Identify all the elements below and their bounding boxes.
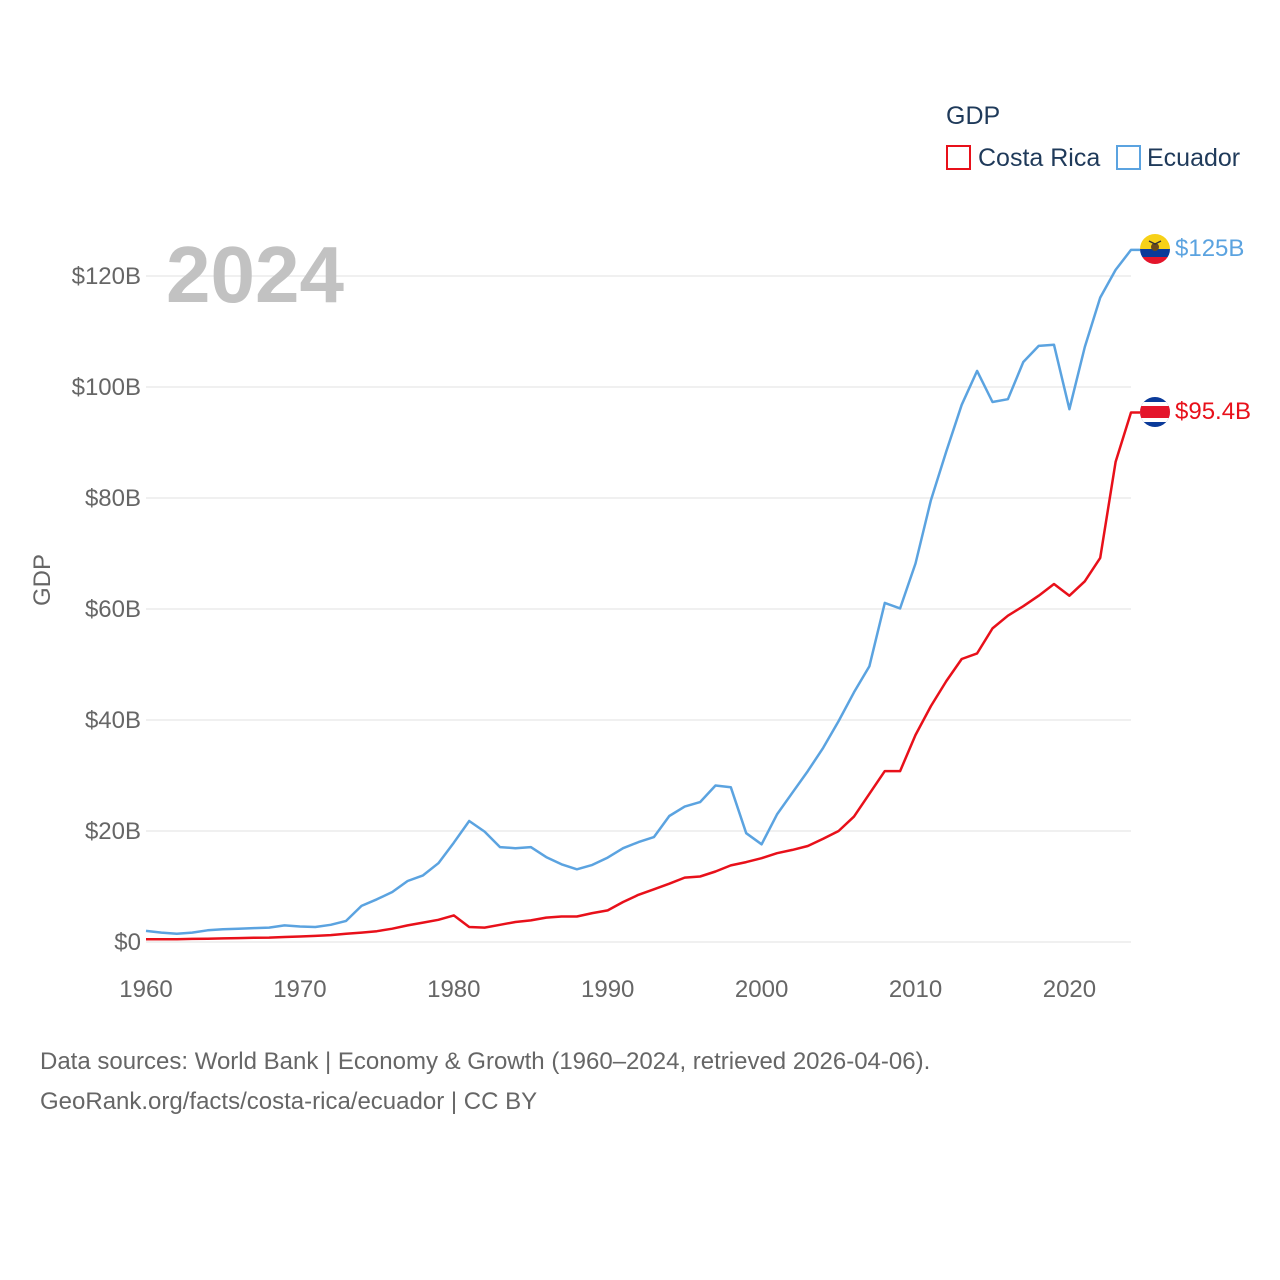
y-axis-ticks: $0 $20B $40B $60B $80B $100B $120B xyxy=(72,263,141,956)
legend-swatch-costa-rica xyxy=(946,145,971,170)
end-label-costa-rica: $95.4B xyxy=(1175,398,1251,425)
x-tick-label: 2000 xyxy=(735,976,788,1003)
y-tick-label: $40B xyxy=(85,707,141,734)
x-tick-label: 1970 xyxy=(273,976,326,1003)
end-label-ecuador: $125B xyxy=(1175,235,1244,262)
y-tick-label: $60B xyxy=(85,596,141,623)
series-lines xyxy=(145,248,1140,941)
costa-rica-flag-icon xyxy=(1140,397,1170,427)
x-axis-ticks: 1960 1970 1980 1990 2000 2010 2020 xyxy=(119,976,1096,1003)
x-tick-label: 1990 xyxy=(581,976,634,1003)
y-tick-label: $0 xyxy=(114,929,141,956)
series-line-costa-rica[interactable] xyxy=(146,411,1140,941)
y-tick-label: $20B xyxy=(85,818,141,845)
source-line-1: Data sources: World Bank | Economy & Gro… xyxy=(40,1048,931,1075)
x-tick-label: 1960 xyxy=(119,976,172,1003)
x-tick-label: 1980 xyxy=(427,976,480,1003)
year-label: 2024 xyxy=(166,230,344,319)
ecuador-flag-icon xyxy=(1140,234,1170,264)
legend-item-costa-rica[interactable]: Costa Rica xyxy=(946,144,1100,172)
legend-item-ecuador[interactable]: Ecuador xyxy=(1116,144,1240,172)
gdp-chart: $0 $20B $40B $60B $80B $100B $120B 1960 1970 198… xyxy=(29,102,1251,1003)
series-line-ecuador[interactable] xyxy=(145,248,1140,935)
source-note: Data sources: World Bank | Economy & Gro… xyxy=(40,1042,930,1122)
y-axis-label: GDP xyxy=(29,554,56,606)
y-tick-label: $100B xyxy=(72,374,141,401)
legend: GDP Costa Rica Ecuador xyxy=(946,102,1240,172)
x-tick-label: 2010 xyxy=(889,976,942,1003)
y-tick-label: $80B xyxy=(85,485,141,512)
x-tick-label: 2020 xyxy=(1043,976,1096,1003)
grid-lines xyxy=(146,275,1131,943)
source-line-2[interactable]: GeoRank.org/facts/costa-rica/ecuador | C… xyxy=(40,1088,538,1115)
legend-label-ecuador: Ecuador xyxy=(1147,144,1240,172)
legend-swatch-ecuador xyxy=(1116,145,1141,170)
y-tick-label: $120B xyxy=(72,263,141,290)
legend-label-costa-rica: Costa Rica xyxy=(978,144,1100,172)
legend-title: GDP xyxy=(946,102,1000,130)
